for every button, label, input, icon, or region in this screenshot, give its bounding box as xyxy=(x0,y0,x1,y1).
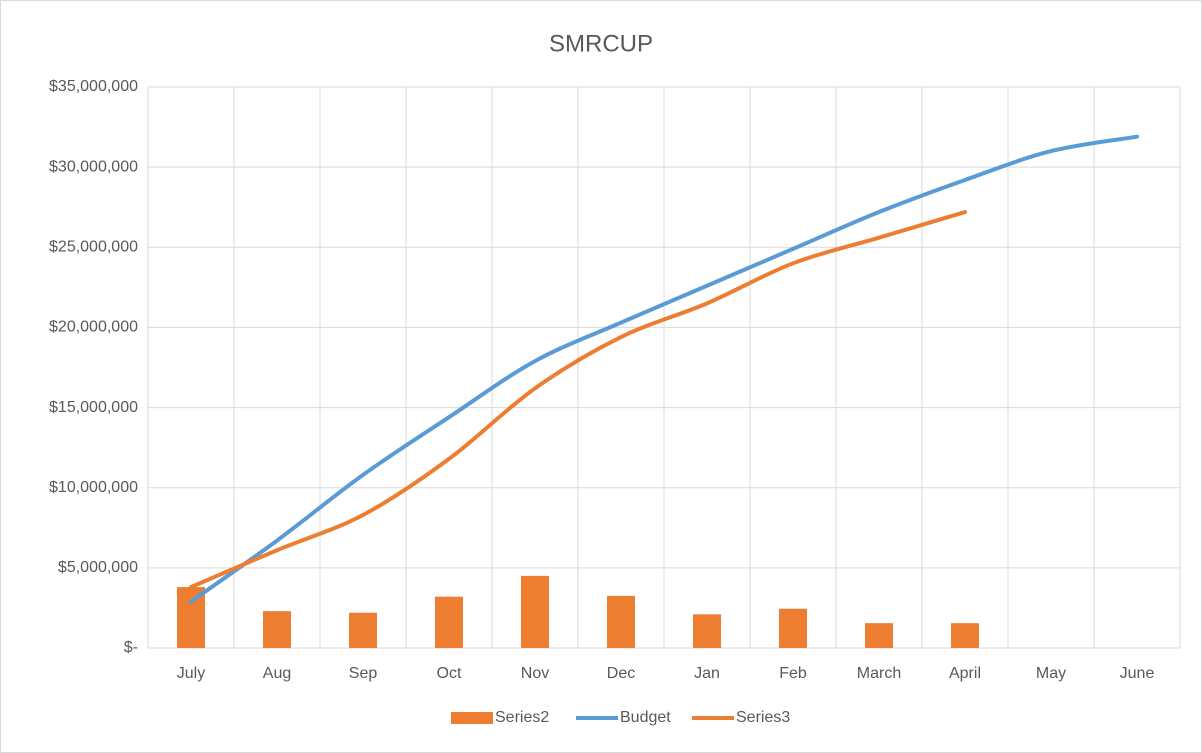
line xyxy=(189,134,1139,604)
legend-label: Series2 xyxy=(495,709,549,726)
y-tick-label: $5,000,000 xyxy=(58,559,138,576)
x-tick-label: Nov xyxy=(521,665,549,682)
y-tick-label: $35,000,000 xyxy=(49,78,138,95)
bar xyxy=(865,623,893,648)
x-tick-label: March xyxy=(857,665,901,682)
bar xyxy=(779,608,807,648)
bar xyxy=(263,611,291,648)
y-tick-label: $15,000,000 xyxy=(49,399,138,416)
y-tick-label: $25,000,000 xyxy=(49,239,138,256)
x-tick-label: Sep xyxy=(349,665,378,682)
x-tick-label: June xyxy=(1120,665,1155,682)
bar xyxy=(607,595,635,648)
bar xyxy=(693,614,721,648)
x-tick-label: Oct xyxy=(437,665,462,682)
y-tick-label: $10,000,000 xyxy=(49,479,138,496)
y-tick-label: $20,000,000 xyxy=(49,319,138,336)
bar xyxy=(435,596,463,648)
bar xyxy=(521,575,549,648)
line xyxy=(189,210,967,590)
legend-swatch xyxy=(451,712,493,724)
chart-title: SMRCUP xyxy=(549,30,653,57)
x-tick-label: Feb xyxy=(779,665,807,682)
x-tick-label: Aug xyxy=(263,665,291,682)
legend-label: Budget xyxy=(620,709,671,726)
x-tick-label: July xyxy=(177,665,205,682)
y-tick-label: $30,000,000 xyxy=(49,158,138,175)
x-tick-label: April xyxy=(949,665,981,682)
legend-label: Series3 xyxy=(736,709,790,726)
x-tick-label: May xyxy=(1036,665,1066,682)
y-tick-label: $- xyxy=(124,639,138,656)
bar xyxy=(349,612,377,648)
bar xyxy=(951,623,979,648)
x-tick-label: Dec xyxy=(607,665,635,682)
x-tick-label: Jan xyxy=(694,665,720,682)
